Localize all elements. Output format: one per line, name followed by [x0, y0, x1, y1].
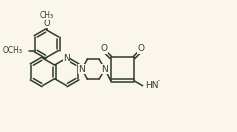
- Text: O: O: [43, 19, 50, 28]
- Text: HN: HN: [146, 81, 159, 90]
- Text: N: N: [78, 65, 85, 74]
- Text: N: N: [101, 65, 108, 74]
- Text: OCH₃: OCH₃: [3, 46, 23, 55]
- Text: O: O: [137, 44, 144, 53]
- Text: N: N: [63, 54, 70, 63]
- Text: O: O: [101, 44, 108, 53]
- Text: CH₃: CH₃: [40, 11, 54, 20]
